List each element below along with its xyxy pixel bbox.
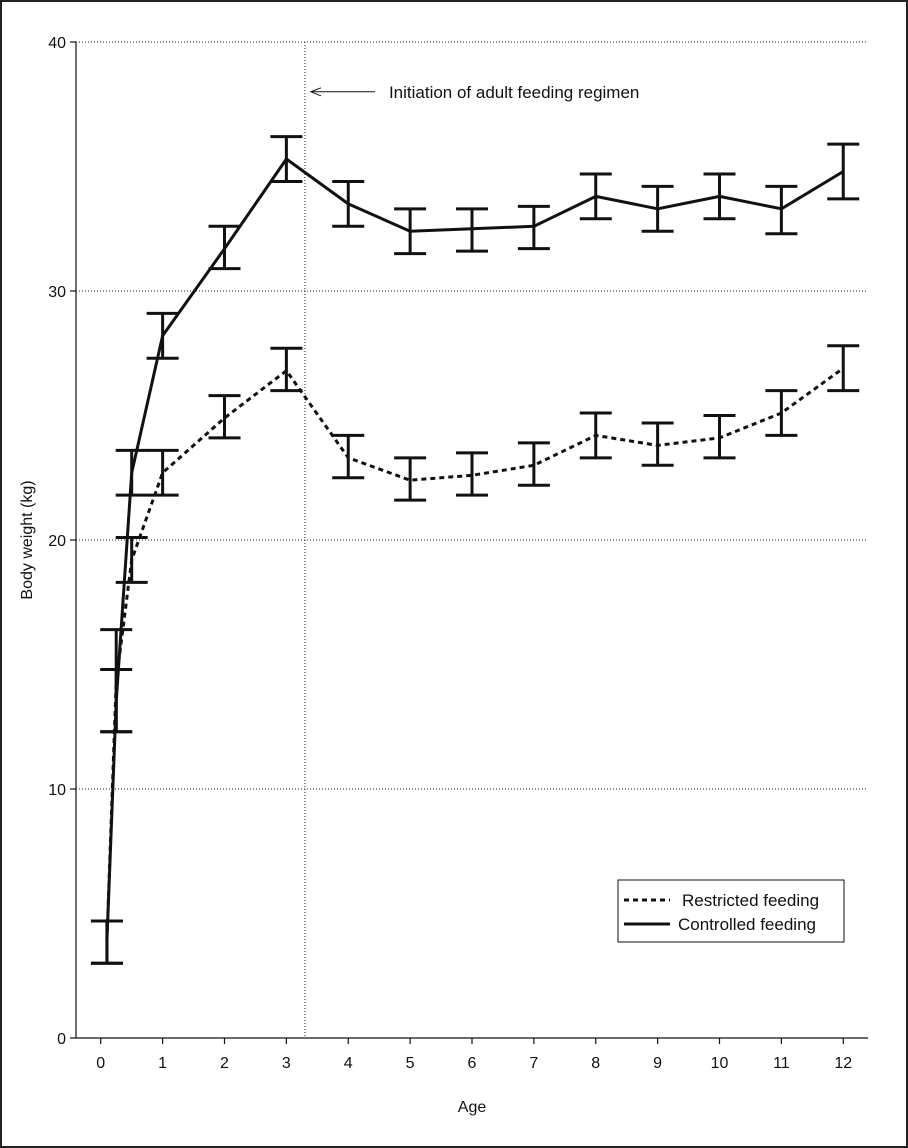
legend-box: [617, 879, 845, 943]
legend-label-controlled: Controlled feeding: [678, 915, 816, 934]
error-bar-controlled: [641, 184, 674, 233]
series-line-controlled: [105, 157, 845, 941]
error-bar-restricted: [517, 441, 550, 487]
x-tick-label: 4: [344, 1055, 353, 1072]
error-bar-controlled: [208, 224, 241, 271]
error-bar-controlled: [146, 311, 179, 360]
series-restricted: [90, 344, 860, 965]
x-tick-label: 8: [591, 1055, 600, 1072]
y-tick-label: 40: [48, 35, 66, 52]
series-controlled: [90, 135, 860, 965]
error-bar-restricted: [208, 394, 241, 440]
x-tick-label: 7: [529, 1055, 538, 1072]
error-bar-controlled: [456, 207, 488, 253]
error-bar-restricted: [146, 448, 179, 497]
error-bar-restricted: [115, 536, 148, 584]
error-bar-controlled: [270, 135, 303, 183]
error-bar-restricted: [703, 414, 736, 460]
error-bar-controlled: [332, 179, 365, 228]
x-tick-label: 1: [158, 1055, 167, 1072]
y-axis-title: Body weight (kg): [19, 480, 36, 599]
error-bar-controlled: [827, 142, 860, 201]
legend-label-restricted: Restricted feeding: [682, 891, 819, 910]
error-bar-restricted: [579, 411, 612, 460]
error-bar-controlled: [394, 207, 427, 256]
error-bar-restricted: [765, 389, 798, 437]
error-bar-restricted: [270, 346, 303, 393]
x-axis-title: Age: [458, 1099, 487, 1116]
annotation: Initiation of adult feeding regimen: [309, 83, 639, 102]
error-bar-restricted: [456, 451, 488, 497]
x-tick-label: 5: [406, 1055, 415, 1072]
error-bar-restricted: [332, 433, 365, 480]
error-bar-controlled: [90, 919, 123, 965]
x-tick-label: 0: [96, 1055, 105, 1072]
y-tick-label: 10: [48, 782, 66, 799]
x-tick-label: 3: [282, 1055, 291, 1072]
error-bar-controlled: [100, 667, 133, 734]
x-tick-label: 12: [834, 1055, 852, 1072]
y-tick-label: 0: [57, 1031, 66, 1048]
error-bar-controlled: [517, 204, 550, 251]
error-bar-restricted: [827, 344, 860, 393]
grid: [76, 41, 868, 1038]
y-tick-label: 30: [48, 284, 66, 301]
x-tick-label: 10: [711, 1055, 729, 1072]
error-bar-controlled: [765, 184, 798, 236]
annotation-arrowhead: [309, 87, 322, 97]
y-tick-label: 20: [48, 533, 66, 550]
error-bar-controlled: [579, 172, 612, 221]
x-tick-label: 9: [653, 1055, 662, 1072]
legend: Restricted feeding Controlled feeding: [617, 879, 845, 943]
error-bar-controlled: [703, 172, 736, 221]
error-bar-restricted: [394, 456, 427, 502]
x-tick-label: 2: [220, 1055, 229, 1072]
annotation-text: Initiation of adult feeding regimen: [389, 83, 639, 102]
series-layer: [90, 135, 860, 965]
x-tick-label: 11: [773, 1055, 790, 1072]
error-bar-controlled: [115, 448, 148, 497]
x-tick-label: 6: [468, 1055, 477, 1072]
error-bar-restricted: [641, 421, 674, 467]
